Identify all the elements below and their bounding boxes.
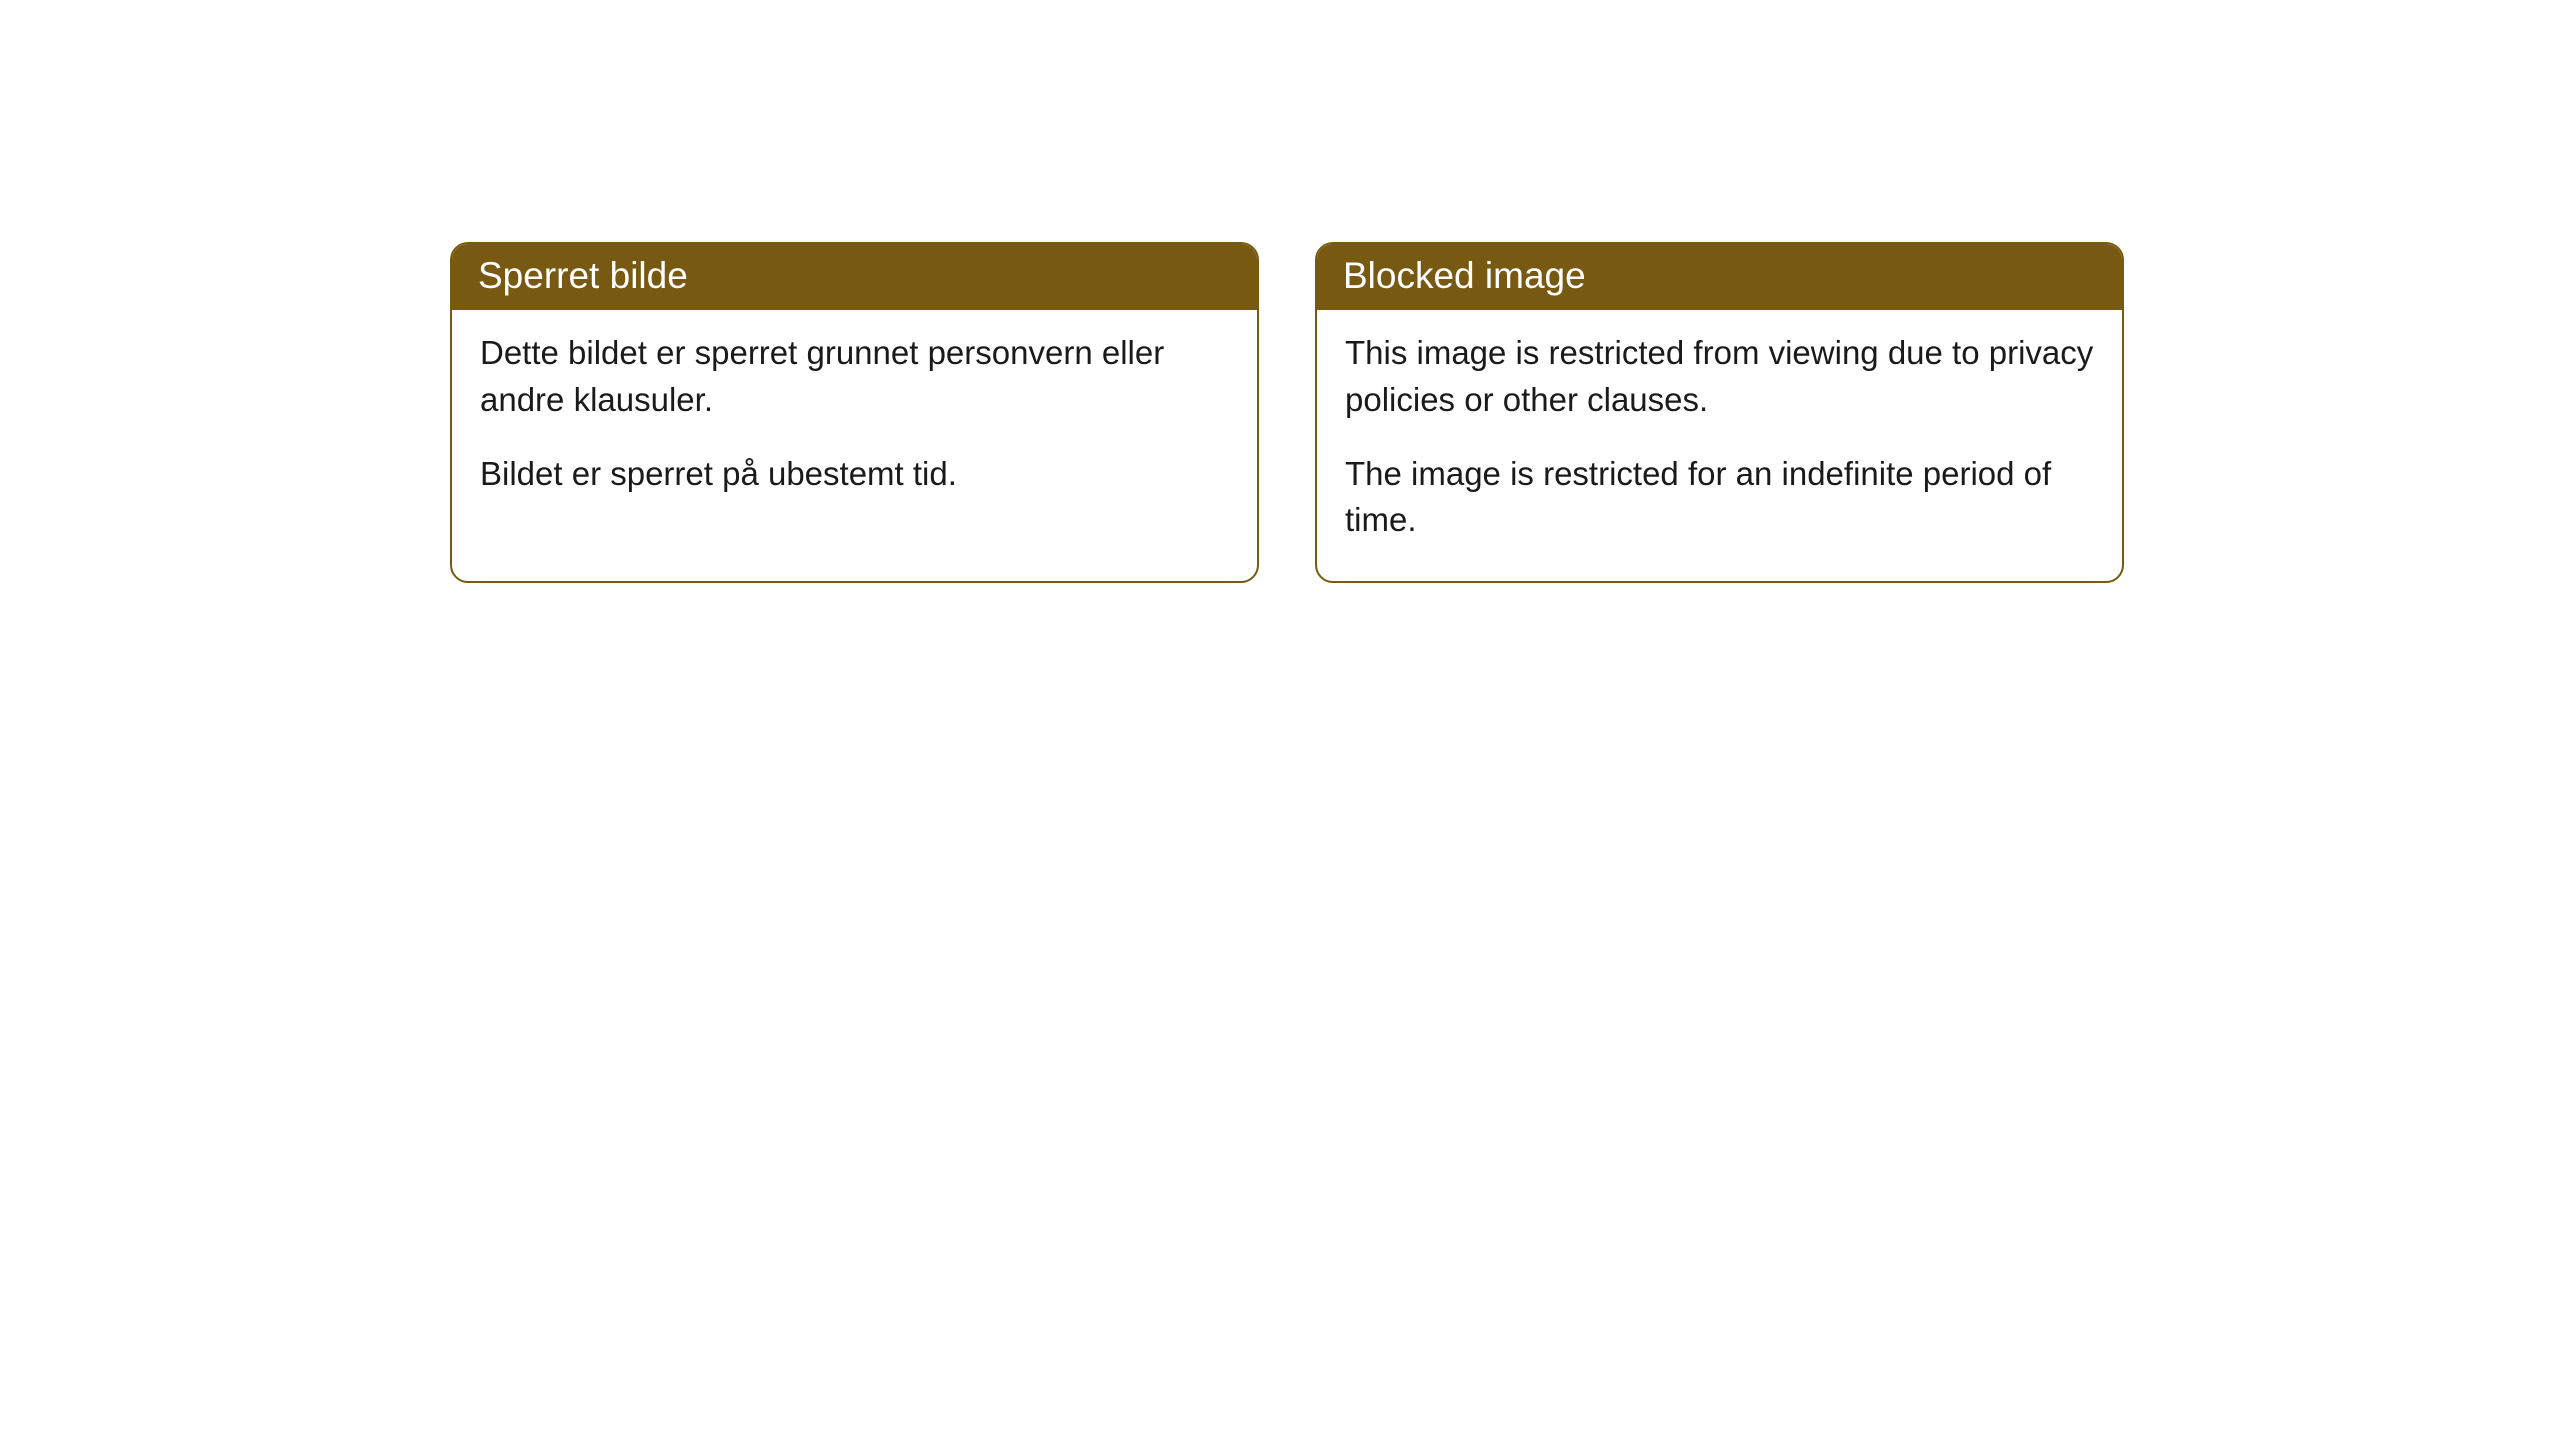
card-title: Blocked image	[1343, 255, 1586, 296]
notice-card-english: Blocked image This image is restricted f…	[1315, 242, 2124, 583]
card-paragraph: The image is restricted for an indefinit…	[1345, 451, 2094, 543]
card-paragraph: This image is restricted from viewing du…	[1345, 330, 2094, 422]
card-header: Blocked image	[1317, 244, 2122, 310]
card-paragraph: Bildet er sperret på ubestemt tid.	[480, 451, 1229, 497]
card-paragraph: Dette bildet er sperret grunnet personve…	[480, 330, 1229, 422]
card-header: Sperret bilde	[452, 244, 1257, 310]
notice-cards-container: Sperret bilde Dette bildet er sperret gr…	[450, 242, 2124, 583]
notice-card-norwegian: Sperret bilde Dette bildet er sperret gr…	[450, 242, 1259, 583]
card-body: This image is restricted from viewing du…	[1317, 310, 2122, 581]
card-body: Dette bildet er sperret grunnet personve…	[452, 310, 1257, 535]
card-title: Sperret bilde	[478, 255, 688, 296]
